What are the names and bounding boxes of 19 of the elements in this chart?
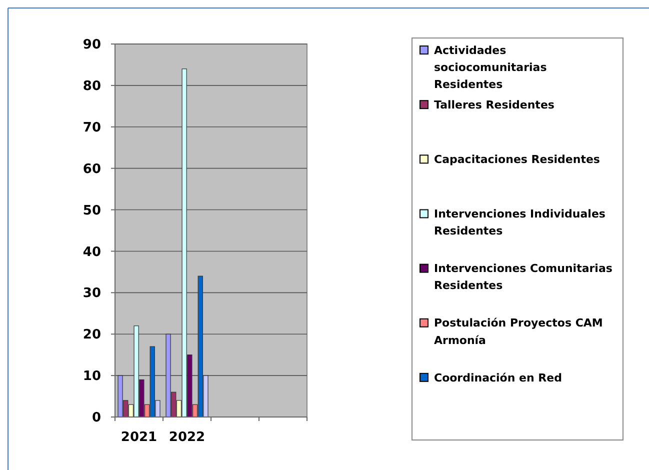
legend-label: Postulación Proyectos CAM Armonía	[434, 316, 603, 347]
x-tick-label: 2022	[168, 430, 206, 445]
y-tick-label: 80	[82, 78, 101, 94]
legend-label: Talleres Residentes	[434, 98, 555, 112]
y-tick-label: 20	[82, 328, 101, 343]
legend-label: Coordinación en Red	[434, 371, 562, 384]
y-tick-label: 0	[92, 410, 101, 426]
y-tick-label: 50	[82, 203, 101, 218]
x-tick-label: 2021	[120, 430, 158, 445]
y-tick-label: 90	[82, 38, 101, 53]
y-tick-label: 60	[82, 162, 101, 177]
y-tick-label: 40	[82, 244, 101, 260]
legend-label: Capacitaciones Residentes	[434, 152, 600, 166]
y-tick-label: 30	[82, 286, 101, 302]
y-tick-label: 70	[82, 120, 101, 136]
y-tick-label: 10	[82, 369, 101, 384]
legend-label: Actividades sociocomunitarias Residentes	[434, 44, 548, 91]
legend-label: Intervenciones Comunitarias Residentes	[434, 262, 613, 292]
legend-label: Intervenciones Individuales Residentes	[434, 208, 606, 238]
